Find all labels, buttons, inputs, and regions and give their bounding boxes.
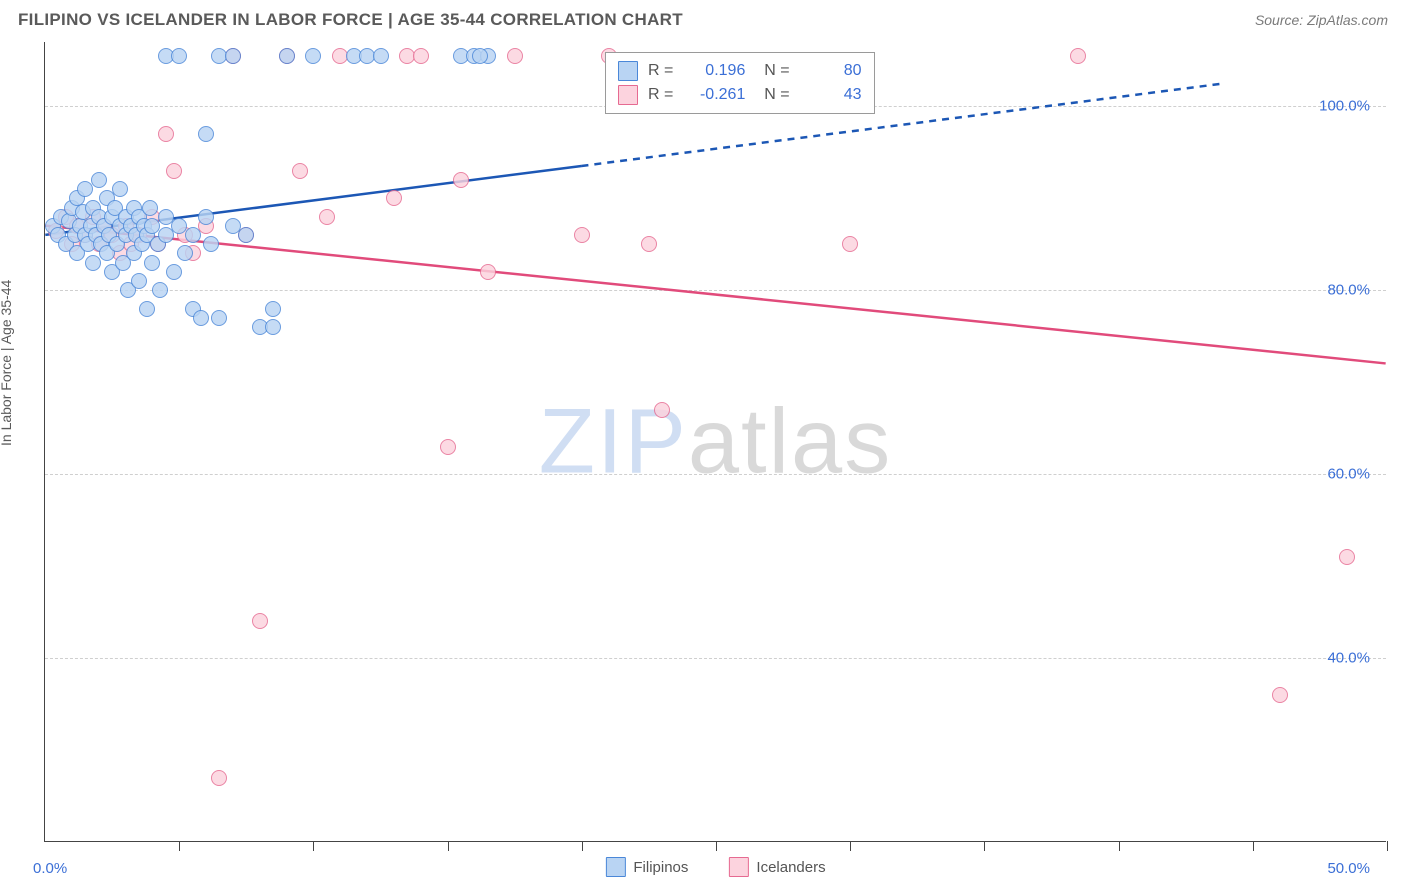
point-icelanders <box>252 613 268 629</box>
point-filipinos <box>305 48 321 64</box>
gridline <box>45 290 1386 291</box>
point-icelanders <box>1339 549 1355 565</box>
point-icelanders <box>842 236 858 252</box>
x-tick <box>1253 841 1254 851</box>
point-icelanders <box>211 770 227 786</box>
y-tick-label: 80.0% <box>1327 282 1370 299</box>
stats-legend: R = 0.196 N = 80 R = -0.261 N = 43 <box>605 52 875 114</box>
swatch-icon <box>605 857 625 877</box>
point-icelanders <box>158 126 174 142</box>
legend-item-icelanders: Icelanders <box>728 857 825 877</box>
x-tick <box>582 841 583 851</box>
x-tick <box>850 841 851 851</box>
point-filipinos <box>198 209 214 225</box>
point-filipinos <box>166 264 182 280</box>
gridline <box>45 658 1386 659</box>
r-label: R = <box>648 62 673 80</box>
x-tick <box>1119 841 1120 851</box>
point-filipinos <box>265 301 281 317</box>
legend-label-b: Icelanders <box>756 859 825 876</box>
y-tick-label: 100.0% <box>1319 98 1370 115</box>
point-filipinos <box>279 48 295 64</box>
r-label: R = <box>648 86 673 104</box>
header: FILIPINO VS ICELANDER IN LABOR FORCE | A… <box>0 0 1406 40</box>
point-icelanders <box>453 172 469 188</box>
source-attribution: Source: ZipAtlas.com <box>1255 12 1388 28</box>
point-filipinos <box>152 282 168 298</box>
point-icelanders <box>1070 48 1086 64</box>
point-filipinos <box>225 48 241 64</box>
x-tick <box>984 841 985 851</box>
x-tick <box>448 841 449 851</box>
gridline <box>45 474 1386 475</box>
n-value: 80 <box>800 62 862 80</box>
point-filipinos <box>203 236 219 252</box>
point-filipinos <box>139 301 155 317</box>
swatch-icon <box>728 857 748 877</box>
point-icelanders <box>480 264 496 280</box>
series-legend: Filipinos Icelanders <box>605 857 825 877</box>
swatch-icon <box>618 61 638 81</box>
swatch-icon <box>618 85 638 105</box>
x-max-label: 50.0% <box>1327 860 1370 877</box>
point-icelanders <box>166 163 182 179</box>
point-icelanders <box>1272 687 1288 703</box>
point-icelanders <box>292 163 308 179</box>
x-tick <box>313 841 314 851</box>
point-filipinos <box>171 48 187 64</box>
point-filipinos <box>112 181 128 197</box>
point-filipinos <box>211 310 227 326</box>
point-icelanders <box>413 48 429 64</box>
chart-plot-area: ZIPatlas 40.0% 60.0% 80.0% 100.0% R = 0.196 … <box>44 42 1386 842</box>
n-value: 43 <box>800 86 862 104</box>
point-filipinos <box>177 245 193 261</box>
x-min-label: 0.0% <box>33 860 67 877</box>
point-icelanders <box>319 209 335 225</box>
y-tick-label: 60.0% <box>1327 466 1370 483</box>
point-filipinos <box>144 255 160 271</box>
point-filipinos <box>131 273 147 289</box>
point-filipinos <box>193 310 209 326</box>
point-icelanders <box>386 190 402 206</box>
n-label: N = <box>755 62 789 80</box>
point-filipinos <box>91 172 107 188</box>
r-value: 0.196 <box>683 62 745 80</box>
watermark: ZIPatlas <box>539 389 892 494</box>
legend-label-a: Filipinos <box>633 859 688 876</box>
point-icelanders <box>654 402 670 418</box>
point-filipinos <box>472 48 488 64</box>
point-icelanders <box>641 236 657 252</box>
point-filipinos <box>238 227 254 243</box>
watermark-part2: atlas <box>688 390 892 492</box>
point-icelanders <box>440 439 456 455</box>
point-filipinos <box>198 126 214 142</box>
trend-lines <box>45 42 1386 841</box>
x-tick <box>716 841 717 851</box>
point-filipinos <box>142 200 158 216</box>
x-tick <box>1387 841 1388 851</box>
stats-legend-row: R = 0.196 N = 80 <box>618 59 862 83</box>
point-filipinos <box>185 227 201 243</box>
x-tick <box>179 841 180 851</box>
point-filipinos <box>265 319 281 335</box>
legend-item-filipinos: Filipinos <box>605 857 688 877</box>
point-icelanders <box>507 48 523 64</box>
n-label: N = <box>755 86 789 104</box>
chart-title: FILIPINO VS ICELANDER IN LABOR FORCE | A… <box>18 10 683 30</box>
point-filipinos <box>373 48 389 64</box>
y-tick-label: 40.0% <box>1327 650 1370 667</box>
y-axis-label: In Labor Force | Age 35-44 <box>0 280 14 446</box>
point-icelanders <box>574 227 590 243</box>
r-value: -0.261 <box>683 86 745 104</box>
stats-legend-row: R = -0.261 N = 43 <box>618 83 862 107</box>
